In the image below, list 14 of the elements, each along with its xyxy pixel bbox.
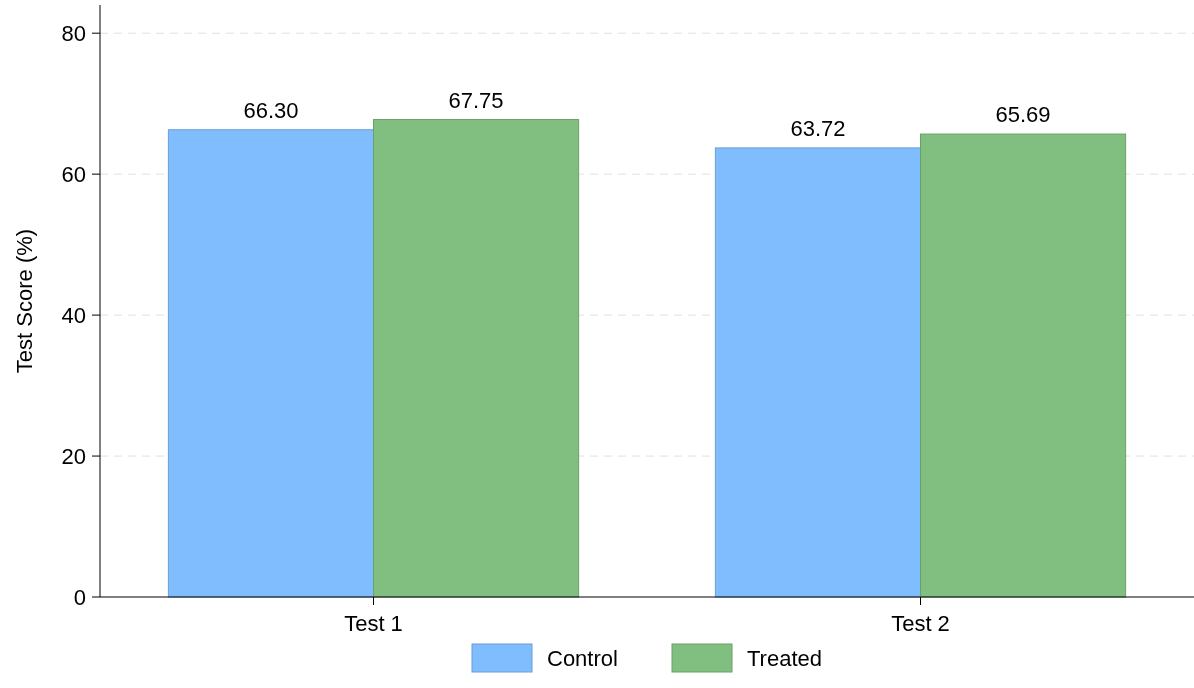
y-axis-title: Test Score (%): [12, 228, 37, 374]
y-tick-label: 0: [73, 584, 86, 610]
y-tick-label: 20: [61, 443, 86, 469]
legend-label: Control: [547, 646, 618, 671]
data-label: 67.75: [448, 87, 504, 113]
data-label: 65.69: [995, 102, 1051, 128]
x-tick-label: Test 1: [344, 611, 403, 636]
y-tick-label: 80: [61, 20, 86, 46]
data-label: 63.72: [790, 115, 846, 141]
legend-label: Treated: [747, 646, 823, 671]
data-label: 66.30: [243, 97, 299, 123]
x-tick-label: Test 2: [891, 611, 950, 636]
y-tick-label: 40: [61, 302, 86, 328]
y-tick-label: 60: [61, 161, 86, 187]
